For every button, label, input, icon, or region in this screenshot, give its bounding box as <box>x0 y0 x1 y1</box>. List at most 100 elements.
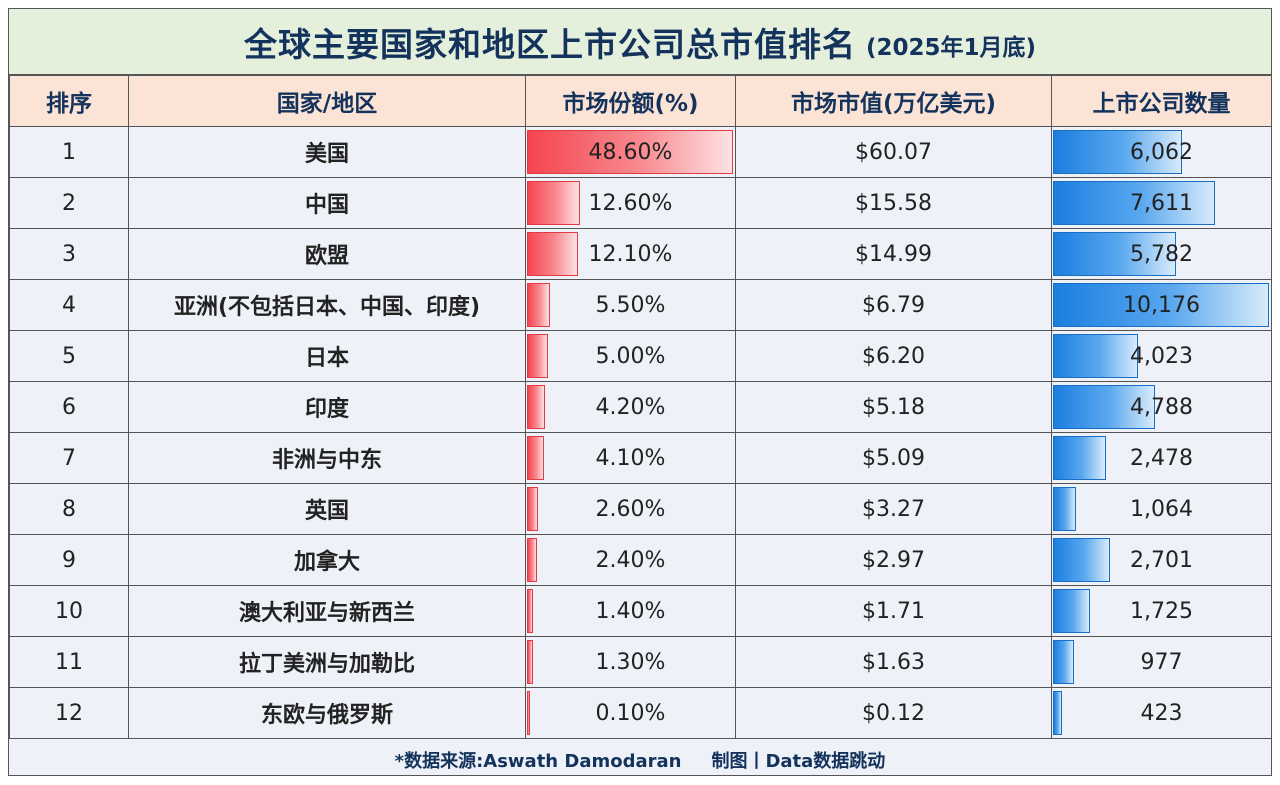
share-bar <box>527 691 530 735</box>
count-bar <box>1053 181 1215 225</box>
cap-cell: $5.09 <box>735 432 1052 484</box>
share-label: 12.60% <box>588 190 673 216</box>
table-row: 12 东欧与俄罗斯 0.10% $0.12 423 <box>9 687 1272 739</box>
share-cell: 4.20% <box>525 381 736 433</box>
rank-cell: 7 <box>9 432 129 484</box>
table-row: 7 非洲与中东 4.10% $5.09 2,478 <box>9 432 1272 484</box>
footer: *数据来源:Aswath Damodaran 制图丨Data数据跳动 <box>9 745 1271 775</box>
share-label: 2.60% <box>595 496 666 522</box>
share-bar <box>527 538 538 582</box>
region-cell: 印度 <box>128 381 526 433</box>
region-cell: 澳大利亚与新西兰 <box>128 585 526 637</box>
cap-cell: $1.71 <box>735 585 1052 637</box>
header-share: 市场份额(%) <box>525 75 736 127</box>
count-bar <box>1053 538 1111 582</box>
share-label: 5.00% <box>595 343 666 369</box>
count-label: 7,611 <box>1130 190 1193 216</box>
region-cell: 美国 <box>128 126 526 178</box>
count-cell: 5,782 <box>1051 228 1272 280</box>
chart-frame: 全球主要国家和地区上市公司总市值排名 (2025年1月底) 排序 国家/地区 市… <box>8 8 1272 776</box>
table-body: 1 美国 48.60% $60.07 6,062 2 中国 12.60% $15.58 7,611… <box>9 126 1272 739</box>
count-cell: 7,611 <box>1051 177 1272 229</box>
cap-cell: $6.79 <box>735 279 1052 331</box>
count-bar <box>1053 334 1139 378</box>
region-cell: 亚洲(不包括日本、中国、印度) <box>128 279 526 331</box>
count-cell: 10,176 <box>1051 279 1272 331</box>
count-cell: 1,725 <box>1051 585 1272 637</box>
share-label: 12.10% <box>588 241 673 267</box>
share-label: 48.60% <box>588 139 673 165</box>
cap-cell: $0.12 <box>735 687 1052 739</box>
header-rank: 排序 <box>9 75 129 127</box>
count-label: 5,782 <box>1130 241 1193 267</box>
cap-cell: $60.07 <box>735 126 1052 178</box>
share-bar <box>527 385 545 429</box>
count-label: 4,788 <box>1130 394 1193 420</box>
count-bar <box>1053 232 1176 276</box>
table-row: 9 加拿大 2.40% $2.97 2,701 <box>9 534 1272 586</box>
cap-cell: $6.20 <box>735 330 1052 382</box>
rank-cell: 5 <box>9 330 129 382</box>
count-cell: 6,062 <box>1051 126 1272 178</box>
rank-cell: 12 <box>9 687 129 739</box>
count-label: 1,064 <box>1130 496 1193 522</box>
count-label: 977 <box>1140 649 1183 675</box>
table-row: 2 中国 12.60% $15.58 7,611 <box>9 177 1272 229</box>
table-row: 6 印度 4.20% $5.18 4,788 <box>9 381 1272 433</box>
count-label: 10,176 <box>1123 292 1200 318</box>
count-label: 423 <box>1140 700 1183 726</box>
share-cell: 5.00% <box>525 330 736 382</box>
rank-cell: 1 <box>9 126 129 178</box>
share-bar <box>527 589 533 633</box>
share-cell: 48.60% <box>525 126 736 178</box>
share-cell: 12.10% <box>525 228 736 280</box>
share-label: 4.10% <box>595 445 666 471</box>
share-label: 4.20% <box>595 394 666 420</box>
source-note: *数据来源:Aswath Damodaran <box>394 751 682 772</box>
header-row: 排序 国家/地区 市场份额(%) 市场市值(万亿美元) 上市公司数量 <box>9 75 1272 127</box>
region-cell: 加拿大 <box>128 534 526 586</box>
table-row: 11 拉丁美洲与加勒比 1.30% $1.63 977 <box>9 636 1272 688</box>
count-bar <box>1053 640 1074 684</box>
cap-cell: $15.58 <box>735 177 1052 229</box>
rank-cell: 3 <box>9 228 129 280</box>
region-cell: 日本 <box>128 330 526 382</box>
ranking-table: 排序 国家/地区 市场份额(%) 市场市值(万亿美元) 上市公司数量 1 美国 48… <box>9 75 1272 739</box>
count-label: 4,023 <box>1130 343 1193 369</box>
share-cell: 1.40% <box>525 585 736 637</box>
share-bar <box>527 334 549 378</box>
share-cell: 5.50% <box>525 279 736 331</box>
credit-note: 制图丨Data数据跳动 <box>711 751 886 772</box>
region-cell: 欧盟 <box>128 228 526 280</box>
chart-subtitle: (2025年1月底) <box>865 34 1037 61</box>
share-label: 0.10% <box>595 700 666 726</box>
count-label: 1,725 <box>1130 598 1193 624</box>
count-cell: 977 <box>1051 636 1272 688</box>
share-bar <box>527 130 733 174</box>
region-cell: 非洲与中东 <box>128 432 526 484</box>
region-cell: 拉丁美洲与加勒比 <box>128 636 526 688</box>
header-count: 上市公司数量 <box>1051 75 1272 127</box>
region-cell: 英国 <box>128 483 526 535</box>
count-cell: 2,701 <box>1051 534 1272 586</box>
share-label: 5.50% <box>595 292 666 318</box>
table-row: 4 亚洲(不包括日本、中国、印度) 5.50% $6.79 10,176 <box>9 279 1272 331</box>
share-cell: 4.10% <box>525 432 736 484</box>
count-cell: 4,023 <box>1051 330 1272 382</box>
rank-cell: 10 <box>9 585 129 637</box>
header-cap: 市场市值(万亿美元) <box>735 75 1052 127</box>
share-label: 1.30% <box>595 649 666 675</box>
cap-cell: $3.27 <box>735 483 1052 535</box>
share-cell: 2.60% <box>525 483 736 535</box>
count-bar <box>1053 589 1090 633</box>
share-bar <box>527 181 581 225</box>
share-bar <box>527 283 551 327</box>
rank-cell: 11 <box>9 636 129 688</box>
count-bar <box>1053 283 1269 327</box>
rank-cell: 6 <box>9 381 129 433</box>
count-label: 2,701 <box>1130 547 1193 573</box>
cap-cell: $14.99 <box>735 228 1052 280</box>
count-cell: 2,478 <box>1051 432 1272 484</box>
count-bar <box>1053 487 1076 531</box>
count-bar <box>1053 130 1182 174</box>
